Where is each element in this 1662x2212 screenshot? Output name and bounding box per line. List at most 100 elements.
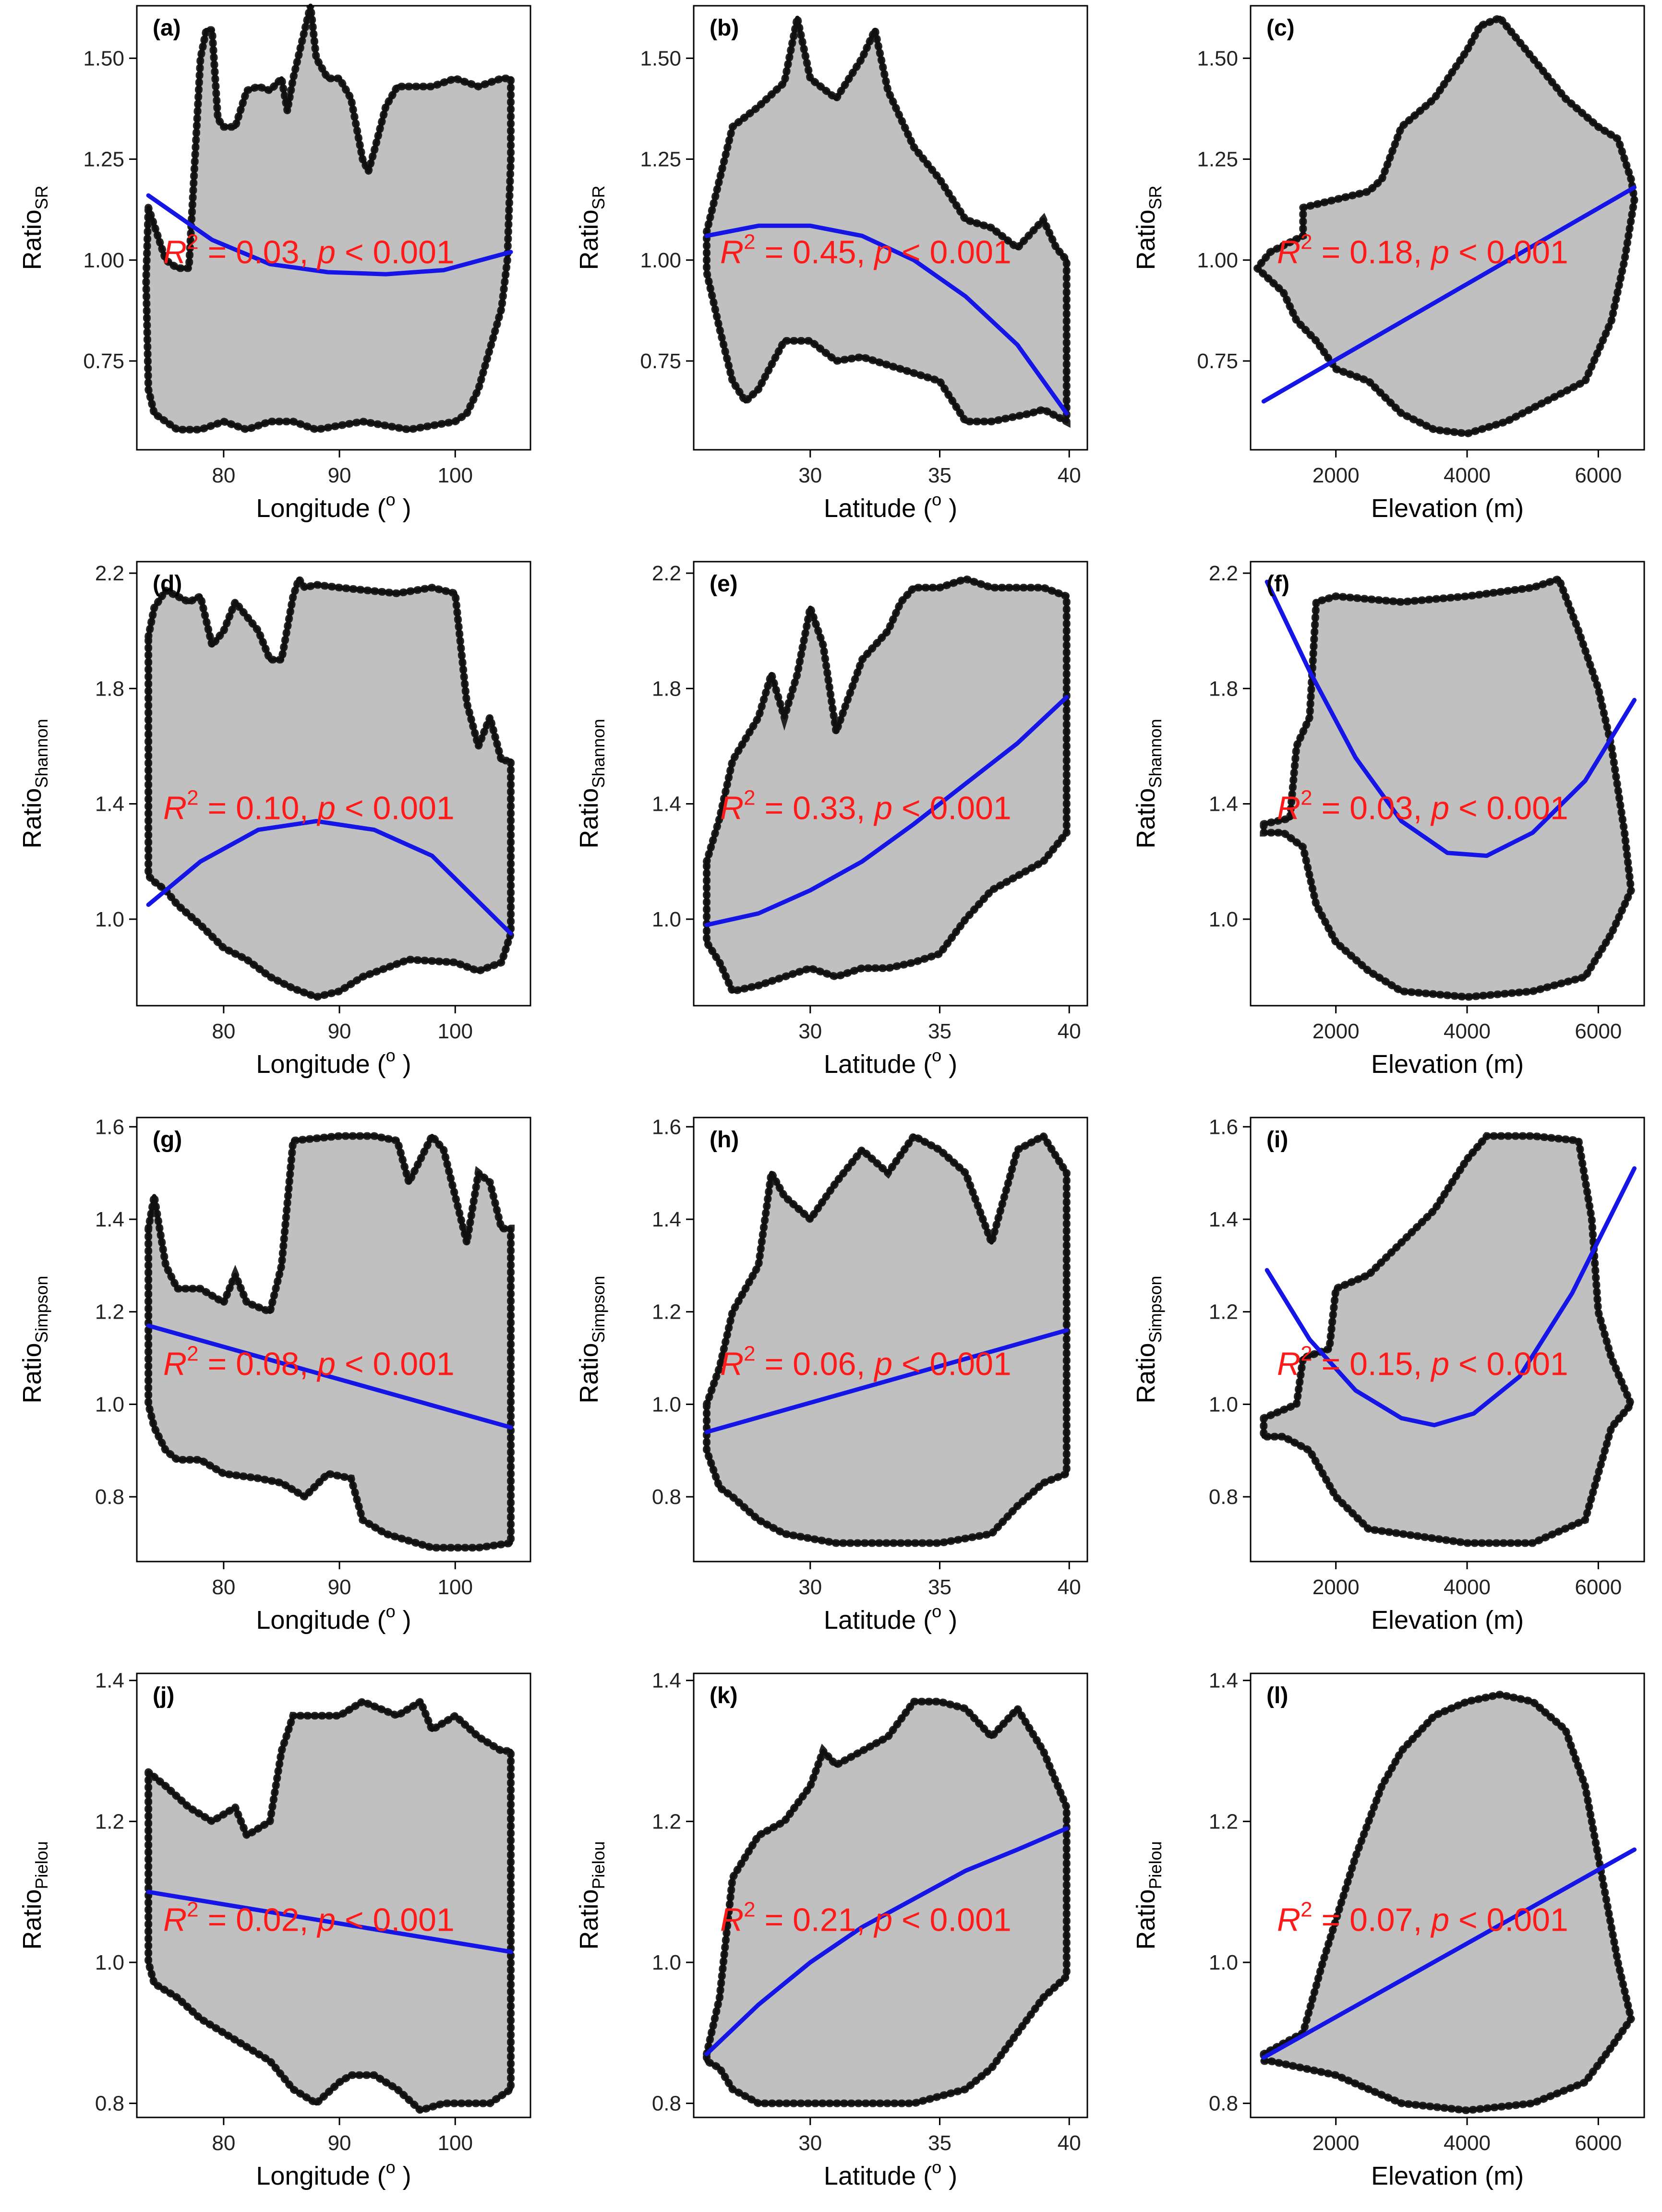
chart-c-stats-annotation: R2 = 0.18, p < 0.001 — [1277, 230, 1568, 271]
chart-i-x-tick-label: 4000 — [1444, 1575, 1491, 1599]
chart-b-y-tick-label: 1.00 — [640, 249, 681, 272]
chart-f-panel: 2000 4000 6000 1.0 1.4 1.8 2.2 (f) Elevation (m)… — [1132, 561, 1645, 1079]
chart-i-y-tick-label: 1.6 — [1209, 1115, 1238, 1139]
chart-d-x-tick-label: 100 — [438, 1020, 473, 1043]
chart-g-point-cloud-markers — [145, 1129, 515, 1552]
chart-e-panel-label: (e) — [710, 571, 738, 597]
chart-h-y-tick-label: 1.4 — [652, 1208, 681, 1231]
chart-e-y-tick-label: 1.8 — [652, 677, 681, 700]
chart-e-y-tick-label: 1.0 — [652, 908, 681, 931]
chart-e-fit-line — [704, 695, 1069, 927]
chart-b-point-cloud-markers — [703, 17, 1071, 428]
chart-g-x-tick-label: 80 — [212, 1575, 235, 1599]
chart-b-x-tick-label: 35 — [928, 464, 951, 487]
chart-a-panel: 80 90 100 0.75 1.00 1.25 1.50 (a) Longitude (o )… — [18, 3, 531, 523]
chart-k-y-tick-label: 1.2 — [652, 1810, 681, 1833]
chart-e-x-tick-label: 30 — [798, 1020, 822, 1043]
chart-i-y-axis-label: RatioSimpson — [1132, 1275, 1165, 1403]
chart-c-point-cloud — [1257, 18, 1635, 434]
chart-h-y-axis-label: RatioSimpson — [575, 1275, 608, 1403]
chart-k-y-tick-label: 1.4 — [652, 1669, 681, 1693]
chart-e-y-tick-label: 2.2 — [652, 562, 681, 585]
chart-a-point-cloud-markers — [142, 5, 515, 434]
chart-g-x-axis-label: Longitude (o ) — [256, 1601, 411, 1635]
chart-c-fit-line — [1261, 185, 1637, 404]
chart-d-y-tick-label: 1.8 — [95, 677, 124, 700]
chart-l-stats-annotation: R2 = 0.07, p < 0.001 — [1277, 1898, 1568, 1938]
chart-g-panel-label: (g) — [153, 1127, 182, 1153]
chart-g-y-axis-label: RatioSimpson — [18, 1275, 51, 1403]
chart-g-frame — [136, 1117, 531, 1563]
chart-b-y-tick-label: 1.25 — [640, 148, 681, 171]
chart-g-fit-line — [146, 1323, 513, 1430]
chart-f-x-axis-label: Elevation (m) — [1371, 1050, 1524, 1079]
chart-l-y-tick-label: 1.4 — [1209, 1669, 1238, 1693]
chart-l-y-tick-label: 1.2 — [1209, 1810, 1238, 1833]
chart-h-x-tick-label: 40 — [1058, 1575, 1081, 1599]
chart-l-x-axis-label: Elevation (m) — [1371, 2162, 1524, 2190]
chart-a-panel-label: (a) — [153, 15, 181, 41]
chart-k-x-axis-label: Latitude (o ) — [824, 2157, 957, 2190]
chart-c-y-tick-label: 1.25 — [1197, 148, 1238, 171]
chart-c-x-tick-label: 6000 — [1575, 464, 1622, 487]
chart-k-x-tick-label: 35 — [928, 2131, 951, 2155]
chart-f-panel-label: (f) — [1266, 571, 1289, 597]
chart-b-panel: 30 35 40 0.75 1.00 1.25 1.50 (b) Latitude (o ) Ra… — [575, 5, 1088, 523]
chart-e-x-axis-label: Latitude (o ) — [824, 1046, 957, 1079]
chart-h-fit-line — [704, 1328, 1069, 1434]
chart-b-y-axis-label: RatioSR — [575, 185, 608, 270]
chart-i-x-tick-label: 6000 — [1575, 1575, 1622, 1599]
chart-d-point-cloud-markers — [145, 570, 515, 1001]
chart-b-stats-annotation: R2 = 0.45, p < 0.001 — [720, 230, 1012, 271]
chart-l-x-tick-label: 6000 — [1575, 2131, 1622, 2155]
chart-d-x-tick-label: 90 — [328, 1020, 351, 1043]
chart-f-frame — [1250, 561, 1645, 1007]
chart-h-y-tick-label: 0.8 — [652, 1485, 681, 1509]
chart-h-stats-annotation: R2 = 0.06, p < 0.001 — [720, 1342, 1012, 1382]
chart-e-panel: 30 35 40 1.0 1.4 1.8 2.2 (e) Latitude (o ) RatioS… — [575, 561, 1088, 1079]
chart-g-y-tick-label: 1.2 — [95, 1300, 124, 1324]
chart-h-y-tick-label: 1.6 — [652, 1115, 681, 1139]
chart-b-y-tick-label: 0.75 — [640, 349, 681, 373]
chart-a-x-axis-label: Longitude (o ) — [256, 490, 411, 523]
chart-j-y-axis-label: RatioPielou — [18, 1841, 51, 1949]
chart-h-x-axis-label: Latitude (o ) — [824, 1601, 957, 1635]
chart-i-y-tick-label: 1.0 — [1209, 1393, 1238, 1416]
chart-f-y-tick-label: 1.0 — [1209, 908, 1238, 931]
chart-e-x-tick-label: 40 — [1058, 1020, 1081, 1043]
chart-i-y-tick-label: 1.4 — [1209, 1208, 1238, 1231]
chart-l-x-tick-label: 2000 — [1313, 2131, 1360, 2155]
chart-i-x-tick-label: 2000 — [1313, 1575, 1360, 1599]
chart-f-x-tick-label: 4000 — [1444, 1020, 1491, 1043]
chart-a-fit-line — [146, 193, 513, 276]
chart-g-panel: 80 90 100 0.8 1.0 1.2 1.4 1.6 (g) Longitude (o ) R… — [18, 1115, 531, 1635]
chart-c-panel-label: (c) — [1266, 15, 1295, 41]
chart-f-point-cloud-markers — [1260, 574, 1635, 1001]
chart-d-frame — [136, 561, 531, 1007]
chart-i-point-cloud-markers — [1260, 1132, 1636, 1547]
chart-j-x-tick-label: 90 — [328, 2131, 351, 2155]
chart-c-x-tick-label: 2000 — [1313, 464, 1360, 487]
chart-d-y-tick-label: 2.2 — [95, 562, 124, 585]
chart-c-x-tick-label: 4000 — [1444, 464, 1491, 487]
chart-d-y-tick-label: 1.4 — [95, 793, 124, 816]
chart-i-panel-label: (i) — [1266, 1127, 1288, 1153]
chart-b-x-tick-label: 40 — [1058, 464, 1081, 487]
chart-a-x-tick-label: 90 — [328, 464, 351, 487]
chart-g-y-tick-label: 0.8 — [95, 1485, 124, 1509]
chart-d-panel-label: (d) — [153, 571, 182, 597]
chart-i-point-cloud — [1264, 1136, 1631, 1543]
chart-e-y-axis-label: RatioShannon — [575, 719, 608, 848]
chart-k-y-tick-label: 0.8 — [652, 2092, 681, 2116]
chart-g-x-tick-label: 100 — [438, 1575, 473, 1599]
chart-f-x-tick-label: 2000 — [1313, 1020, 1360, 1043]
chart-f-y-tick-label: 1.8 — [1209, 677, 1238, 700]
chart-g-y-tick-label: 1.0 — [95, 1393, 124, 1416]
chart-d-fit-line — [146, 819, 513, 936]
chart-b-x-tick-label: 30 — [798, 464, 822, 487]
chart-e-point-cloud — [707, 579, 1067, 991]
chart-d-y-axis-label: RatioShannon — [18, 719, 51, 848]
chart-i-y-tick-label: 0.8 — [1209, 1485, 1238, 1509]
chart-a-x-tick-label: 100 — [438, 464, 473, 487]
